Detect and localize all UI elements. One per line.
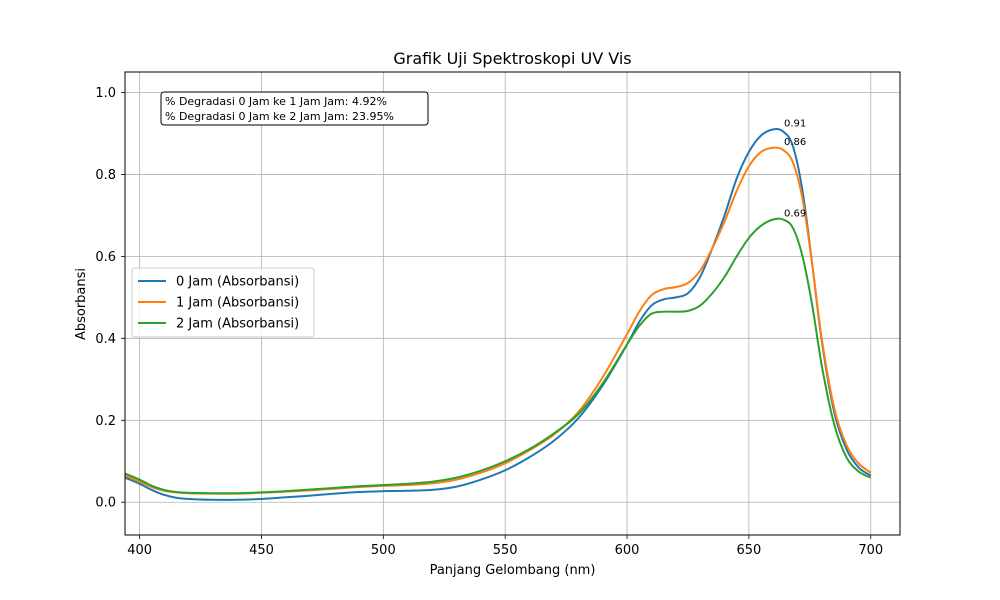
y-tick-label-0: 0.0	[95, 496, 116, 511]
chart-title: Grafik Uji Spektroskopi UV Vis	[393, 49, 631, 68]
peak-labels: 0.91 0.86 0.69	[784, 118, 806, 219]
x-tick-label-3: 550	[493, 543, 518, 558]
y-tick-label-1: 0.2	[95, 414, 116, 429]
y-tick-label-3: 0.6	[95, 250, 116, 265]
x-tick-label-2: 500	[371, 543, 396, 558]
degradation-info-box: % Degradasi 0 Jam ke 1 Jam Jam: 4.92% % …	[160, 91, 429, 126]
y-tick-label-4: 0.8	[95, 168, 116, 183]
x-tick-label-5: 650	[736, 543, 761, 558]
peak-label-0: 0.91	[784, 118, 806, 129]
series-line-2	[125, 217, 872, 495]
x-tick-label-0: 400	[127, 543, 152, 558]
legend-item-0-jam: 0 Jam (Absorbansi)	[138, 275, 299, 290]
x-tick-label-1: 450	[249, 543, 274, 558]
axes-frame	[124, 71, 901, 536]
info-box-frame	[160, 91, 429, 126]
series-lines	[125, 127, 872, 501]
legend-item-1-jam: 1 Jam (Absorbansi)	[138, 296, 299, 311]
legend-frame	[131, 267, 315, 338]
legend-label-0-jam: 0 Jam (Absorbansi)	[176, 275, 299, 290]
ticks: 400 450 500 550 600 650 700 0.0 0.2 0.4 0.6 0.8 1.0	[95, 86, 883, 558]
legend-item-2-jam: 2 Jam (Absorbansi)	[138, 317, 299, 332]
x-tick-label-4: 600	[615, 543, 640, 558]
y-tick-label-2: 0.4	[95, 332, 116, 347]
legend-label-1-jam: 1 Jam (Absorbansi)	[176, 296, 299, 311]
legend-label-2-jam: 2 Jam (Absorbansi)	[176, 317, 299, 332]
series-line-0	[125, 127, 872, 501]
peak-label-2: 0.69	[784, 209, 806, 220]
y-tick-label-5: 1.0	[95, 86, 116, 101]
info-line-2: % Degradasi 0 Jam ke 2 Jam Jam: 23.95%	[165, 110, 394, 123]
legend: 0 Jam (Absorbansi) 1 Jam (Absorbansi) 2 …	[131, 267, 315, 338]
info-line-1: % Degradasi 0 Jam ke 1 Jam Jam: 4.92%	[165, 95, 387, 108]
plot-area: 400 450 500 550 600 650 700 0.0 0.2 0.4 0.6 0.8 1.0 0…	[95, 71, 901, 558]
x-tick-label-6: 700	[858, 543, 883, 558]
y-axis-label: Absorbansi	[74, 268, 89, 340]
x-axis-label: Panjang Gelombang (nm)	[430, 563, 596, 578]
peak-label-1: 0.86	[784, 137, 806, 148]
